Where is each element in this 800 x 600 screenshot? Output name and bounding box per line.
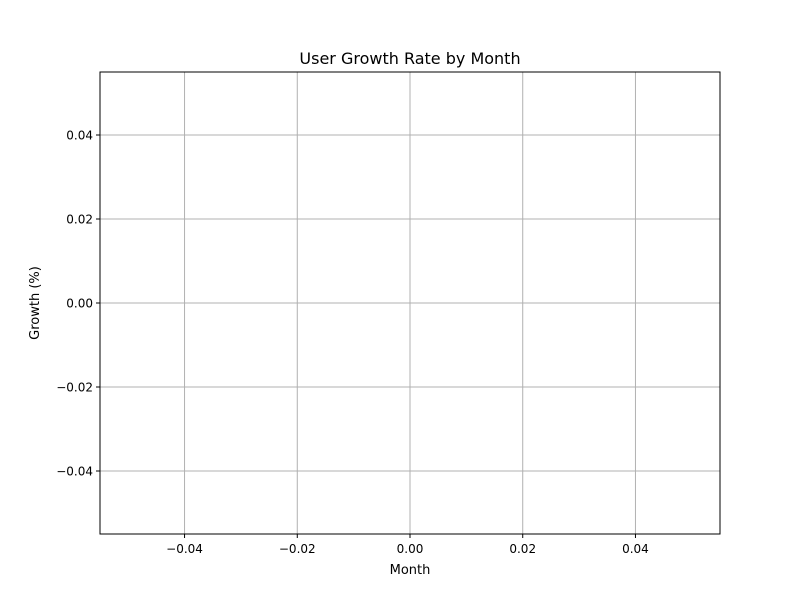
grid-lines: [100, 72, 720, 534]
y-tick-label: 0.00: [66, 297, 93, 311]
y-tick-label: 0.02: [66, 213, 93, 227]
axis-ticks: −0.04 −0.02 0.00 0.02 0.04 −0.04 −0.02 0.00 0.02…: [56, 129, 649, 557]
y-axis-label: Growth (%): [28, 266, 43, 340]
y-tick-label: −0.02: [56, 381, 93, 395]
x-tick-label: 0.04: [622, 542, 649, 556]
x-tick-label: 0.00: [397, 542, 424, 556]
x-tick-label: −0.04: [166, 542, 203, 556]
chart-title: User Growth Rate by Month: [299, 49, 520, 68]
x-tick-label: −0.02: [279, 542, 316, 556]
x-axis-label: Month: [390, 563, 431, 578]
y-tick-label: −0.04: [56, 465, 93, 479]
x-tick-label: 0.02: [509, 542, 536, 556]
y-tick-label: 0.04: [66, 129, 93, 143]
